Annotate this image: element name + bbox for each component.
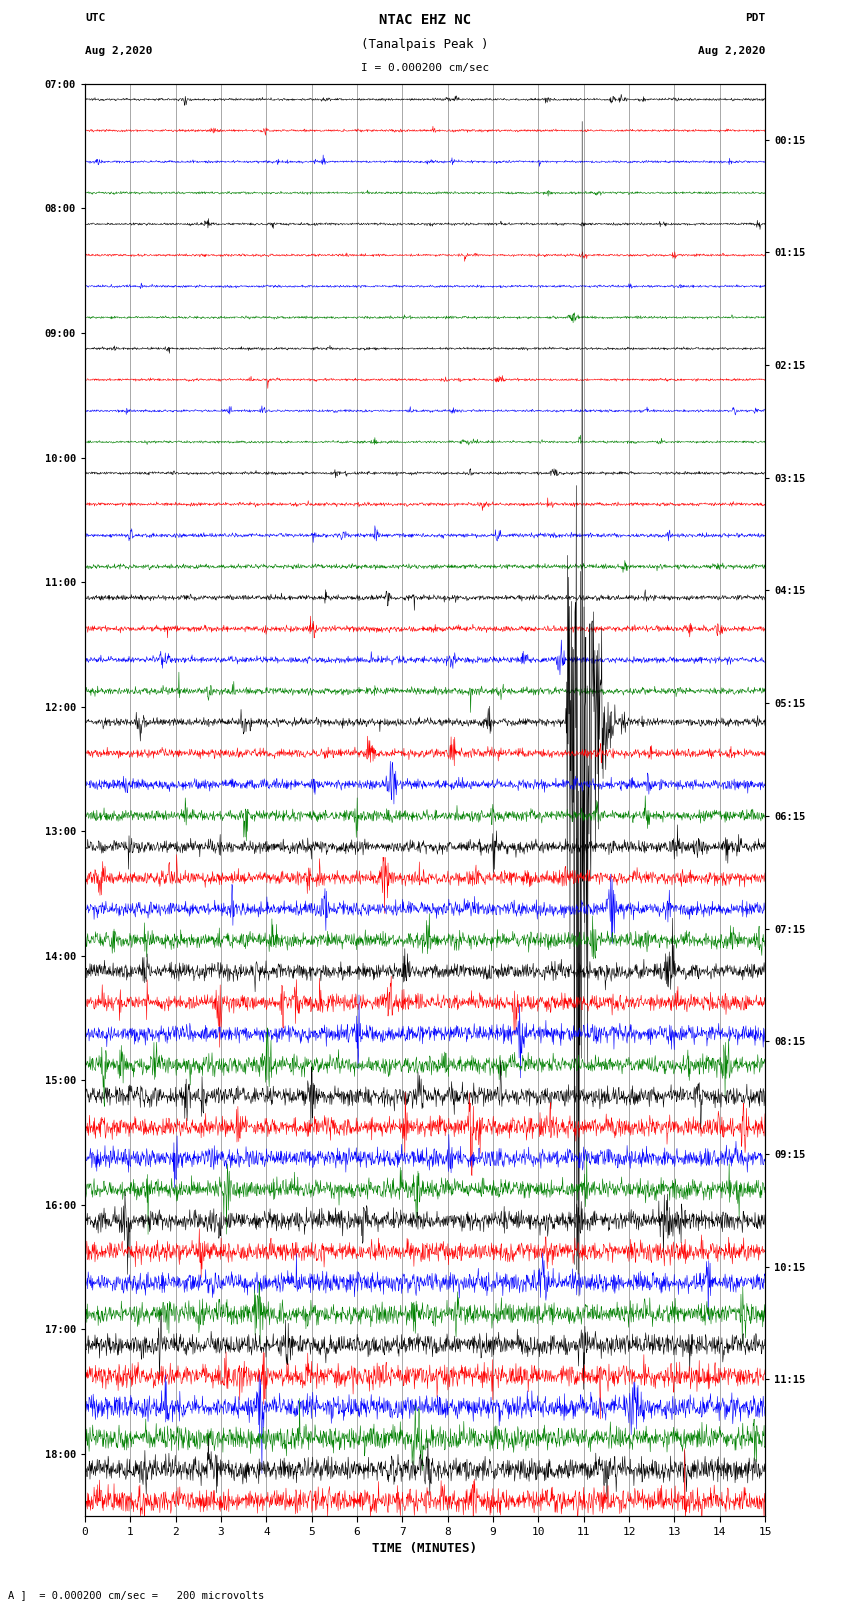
Text: NTAC EHZ NC: NTAC EHZ NC: [379, 13, 471, 26]
Text: UTC: UTC: [85, 13, 105, 23]
Text: A ]  = 0.000200 cm/sec =   200 microvolts: A ] = 0.000200 cm/sec = 200 microvolts: [8, 1590, 264, 1600]
X-axis label: TIME (MINUTES): TIME (MINUTES): [372, 1542, 478, 1555]
Text: (Tanalpais Peak ): (Tanalpais Peak ): [361, 37, 489, 50]
Text: PDT: PDT: [745, 13, 765, 23]
Text: I = 0.000200 cm/sec: I = 0.000200 cm/sec: [361, 63, 489, 73]
Text: Aug 2,2020: Aug 2,2020: [85, 47, 152, 56]
Text: Aug 2,2020: Aug 2,2020: [698, 47, 765, 56]
